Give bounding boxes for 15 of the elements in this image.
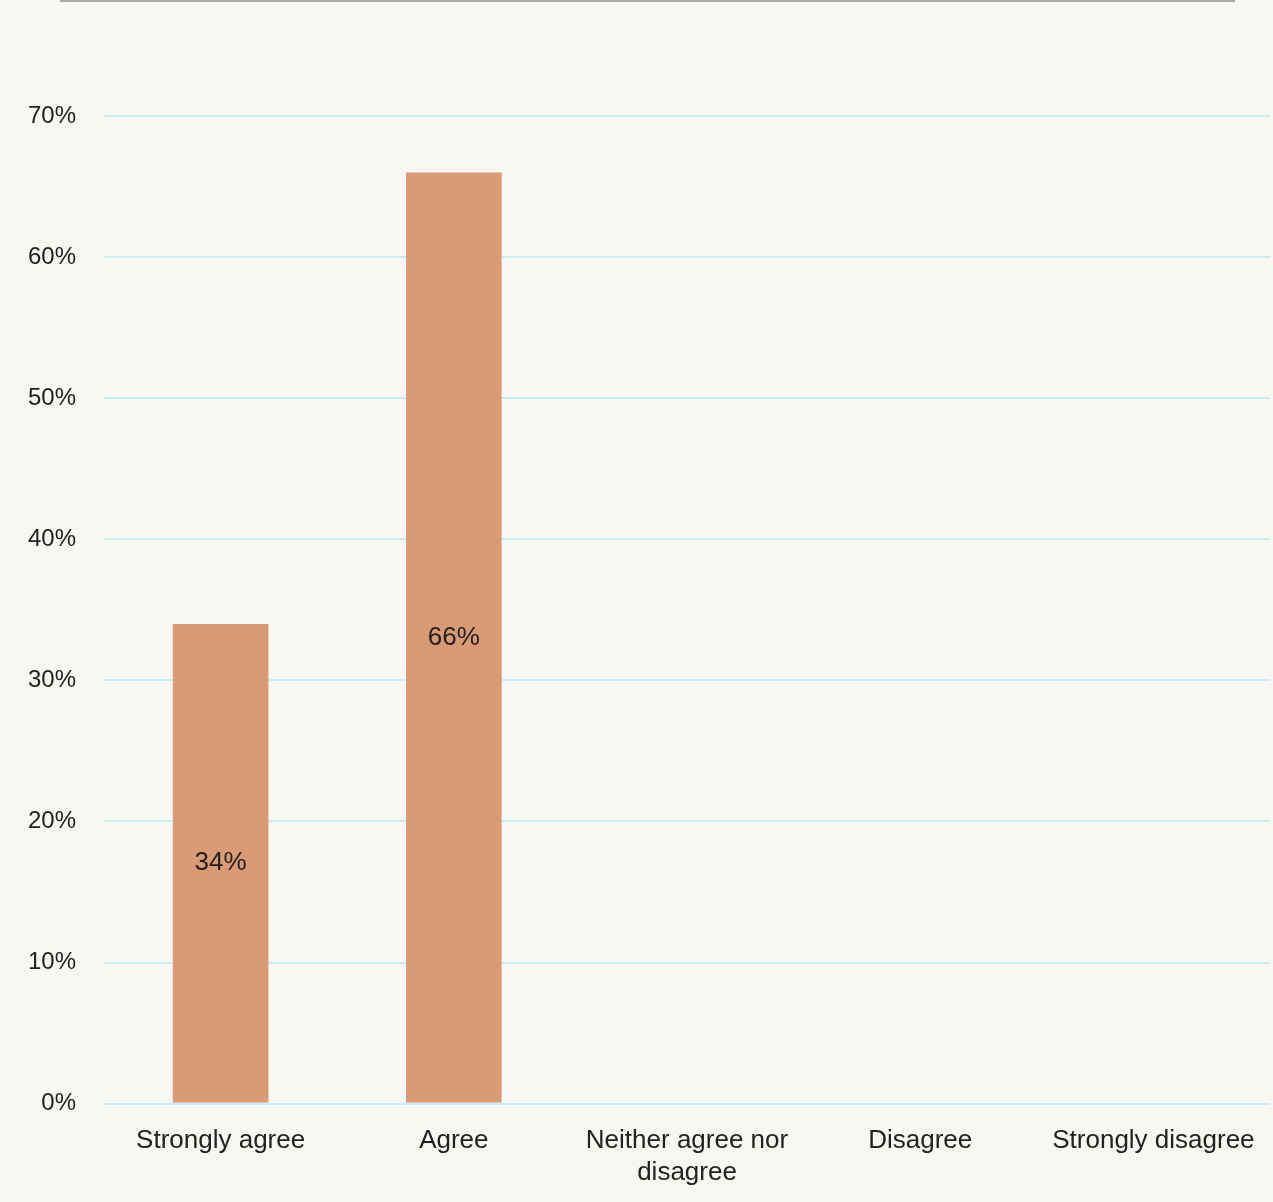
data-label: 66% (427, 620, 480, 651)
y-tick-label: 10% (27, 947, 77, 975)
y-tick-label: 0% (41, 1088, 77, 1116)
x-tick-label: Neither agree nor disagree (585, 1124, 789, 1186)
y-tick-label: 30% (27, 664, 77, 692)
y-tick-label: 40% (27, 523, 77, 551)
data-label: 34% (194, 846, 247, 877)
x-tick-label: Strongly disagree (1052, 1124, 1255, 1155)
y-tick-label: 60% (27, 241, 77, 269)
y-tick-label: 70% (27, 100, 77, 128)
y-tick-label: 20% (27, 806, 77, 834)
x-tick-label: Strongly agree (136, 1124, 306, 1155)
x-tick-label: Disagree (868, 1124, 973, 1155)
y-tick-label: 50% (27, 382, 77, 410)
x-tick-label: Agree (419, 1124, 489, 1155)
